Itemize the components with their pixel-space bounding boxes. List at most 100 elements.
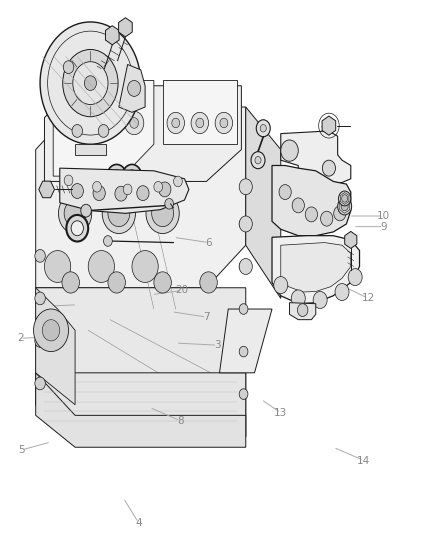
Text: 13: 13 bbox=[273, 408, 287, 418]
Circle shape bbox=[96, 111, 115, 135]
Circle shape bbox=[130, 118, 138, 128]
Text: 7: 7 bbox=[203, 312, 209, 322]
Circle shape bbox=[239, 389, 247, 399]
Polygon shape bbox=[75, 144, 106, 155]
Polygon shape bbox=[44, 86, 241, 181]
Circle shape bbox=[239, 259, 252, 274]
Circle shape bbox=[239, 219, 247, 229]
Polygon shape bbox=[53, 80, 153, 176]
Circle shape bbox=[98, 125, 109, 138]
Circle shape bbox=[239, 304, 247, 314]
Circle shape bbox=[122, 165, 141, 188]
Circle shape bbox=[153, 272, 171, 293]
Circle shape bbox=[124, 111, 144, 135]
Polygon shape bbox=[119, 64, 145, 112]
Circle shape bbox=[312, 292, 326, 309]
Text: 11: 11 bbox=[339, 275, 352, 285]
Circle shape bbox=[123, 184, 132, 195]
Text: 2: 2 bbox=[17, 333, 24, 343]
Circle shape bbox=[321, 160, 335, 176]
Circle shape bbox=[239, 179, 252, 195]
Polygon shape bbox=[35, 373, 245, 437]
Circle shape bbox=[93, 185, 105, 200]
Circle shape bbox=[199, 272, 217, 293]
Text: 8: 8 bbox=[177, 416, 183, 426]
Circle shape bbox=[35, 292, 45, 305]
Circle shape bbox=[63, 61, 74, 74]
Circle shape bbox=[273, 277, 287, 294]
Circle shape bbox=[107, 29, 117, 42]
Text: 10: 10 bbox=[376, 211, 389, 221]
Circle shape bbox=[71, 183, 83, 198]
Circle shape bbox=[127, 80, 141, 96]
Polygon shape bbox=[39, 181, 54, 198]
Polygon shape bbox=[162, 80, 237, 144]
Text: 4: 4 bbox=[135, 518, 141, 528]
Circle shape bbox=[320, 211, 332, 226]
Circle shape bbox=[66, 215, 88, 241]
Circle shape bbox=[239, 216, 252, 232]
Circle shape bbox=[195, 118, 203, 128]
Circle shape bbox=[279, 184, 290, 199]
Text: 14: 14 bbox=[357, 456, 370, 465]
Polygon shape bbox=[280, 131, 350, 184]
Circle shape bbox=[72, 125, 82, 138]
Circle shape bbox=[239, 346, 247, 357]
Circle shape bbox=[64, 200, 86, 227]
Circle shape bbox=[151, 200, 173, 227]
Text: 1: 1 bbox=[39, 301, 46, 311]
Circle shape bbox=[146, 193, 179, 233]
Circle shape bbox=[84, 76, 96, 91]
Circle shape bbox=[35, 377, 45, 390]
Circle shape bbox=[191, 112, 208, 134]
Circle shape bbox=[63, 50, 118, 117]
Polygon shape bbox=[272, 165, 350, 236]
Circle shape bbox=[132, 251, 158, 282]
Circle shape bbox=[102, 193, 135, 233]
Polygon shape bbox=[35, 288, 75, 405]
Circle shape bbox=[297, 304, 307, 317]
Circle shape bbox=[127, 169, 137, 182]
Circle shape bbox=[115, 186, 127, 201]
Text: 3: 3 bbox=[213, 340, 220, 350]
Polygon shape bbox=[321, 116, 335, 135]
Circle shape bbox=[73, 118, 81, 128]
Polygon shape bbox=[245, 107, 280, 298]
Circle shape bbox=[81, 204, 91, 217]
Polygon shape bbox=[35, 107, 245, 288]
Circle shape bbox=[341, 195, 347, 202]
Text: 12: 12 bbox=[361, 293, 374, 303]
Circle shape bbox=[73, 62, 108, 104]
Polygon shape bbox=[35, 373, 245, 447]
Polygon shape bbox=[280, 243, 350, 292]
Circle shape bbox=[333, 206, 345, 221]
Circle shape bbox=[108, 200, 130, 227]
Circle shape bbox=[111, 169, 122, 182]
Circle shape bbox=[254, 157, 261, 164]
Circle shape bbox=[35, 335, 45, 348]
Circle shape bbox=[164, 198, 173, 209]
Polygon shape bbox=[219, 309, 272, 373]
Circle shape bbox=[215, 112, 232, 134]
Circle shape bbox=[35, 249, 45, 262]
Circle shape bbox=[42, 320, 60, 341]
Circle shape bbox=[103, 236, 112, 246]
Circle shape bbox=[101, 118, 110, 128]
Polygon shape bbox=[118, 18, 132, 37]
Circle shape bbox=[291, 198, 304, 213]
Circle shape bbox=[347, 269, 361, 286]
Circle shape bbox=[337, 198, 351, 215]
Circle shape bbox=[64, 175, 73, 185]
Circle shape bbox=[92, 181, 101, 192]
Circle shape bbox=[338, 191, 350, 206]
Text: 11: 11 bbox=[319, 126, 332, 136]
Polygon shape bbox=[272, 236, 359, 304]
Circle shape bbox=[71, 221, 83, 236]
Circle shape bbox=[290, 290, 304, 307]
Circle shape bbox=[334, 284, 348, 301]
Circle shape bbox=[158, 182, 170, 197]
Text: 6: 6 bbox=[205, 238, 212, 247]
Circle shape bbox=[108, 272, 125, 293]
Circle shape bbox=[153, 181, 162, 192]
Circle shape bbox=[58, 193, 92, 233]
